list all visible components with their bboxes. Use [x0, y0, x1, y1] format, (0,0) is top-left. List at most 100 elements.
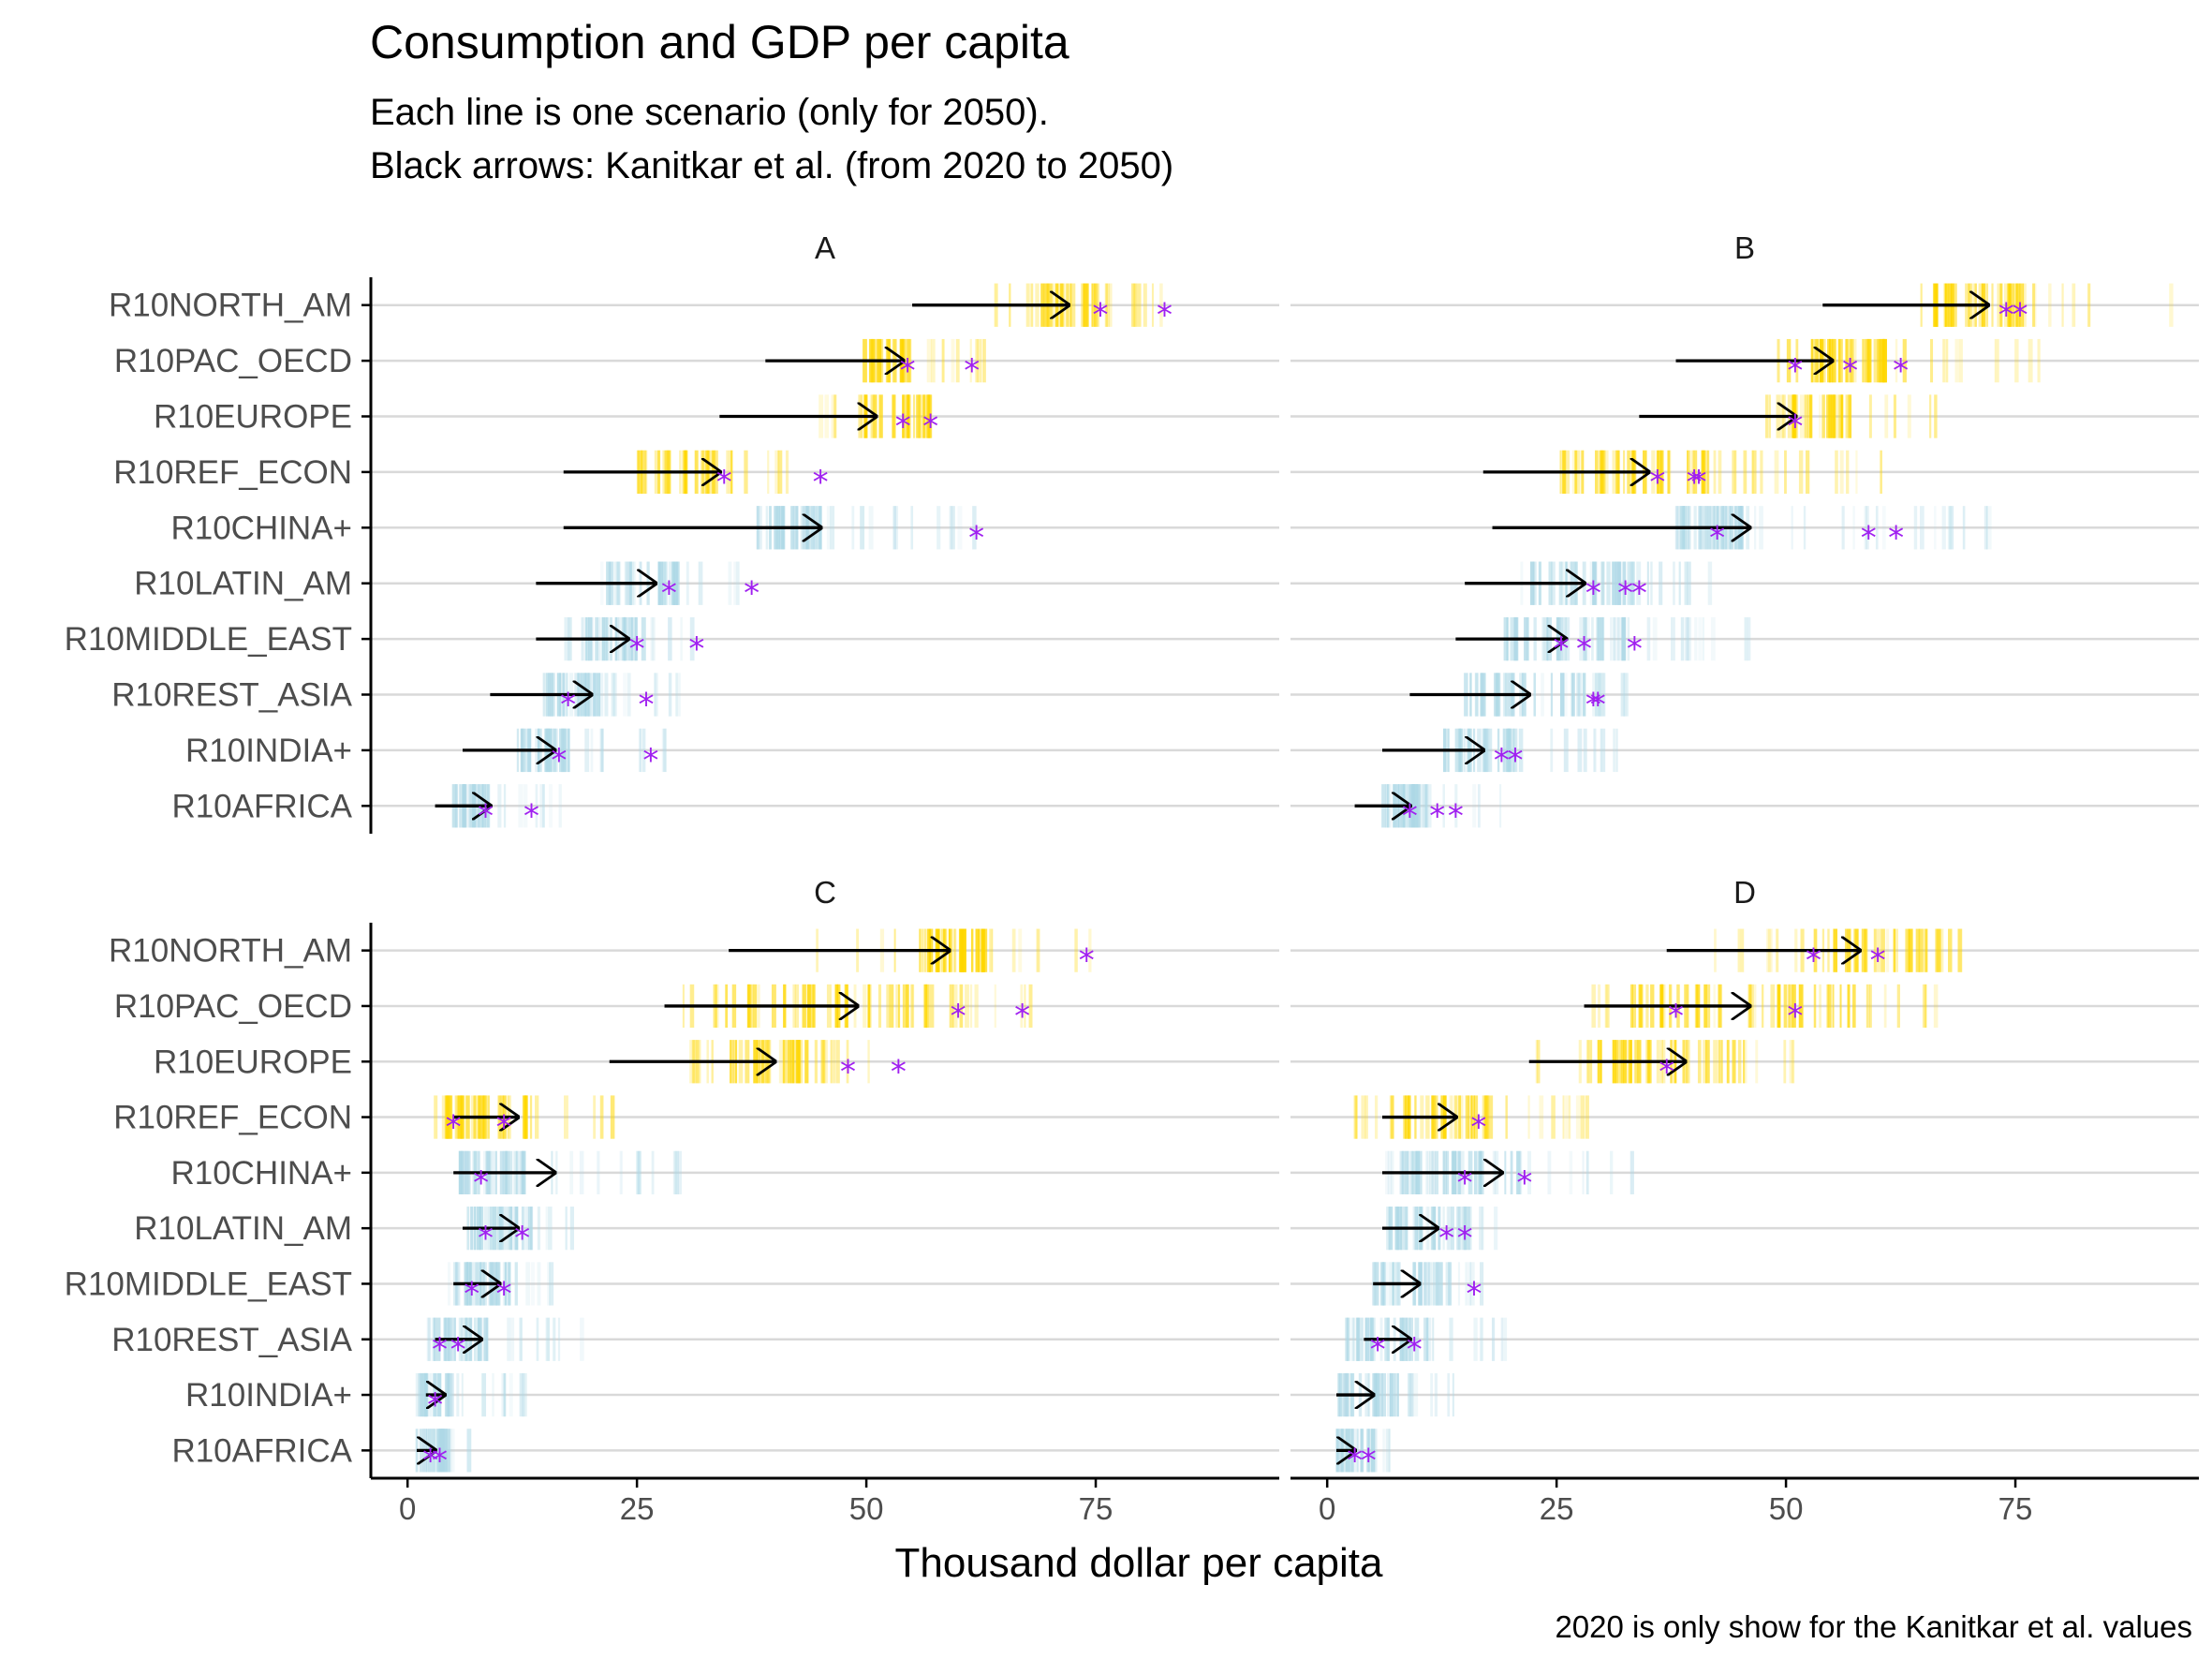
scenario-line [1388, 1429, 1392, 1473]
scenario-line [449, 1095, 452, 1139]
scenario-line [981, 338, 984, 383]
scenario-line [542, 784, 545, 828]
scenario-line [2169, 283, 2174, 327]
scenario-line [1698, 616, 1703, 661]
panel-A: A* ** ** ** *** ** ** ** ** *R10NORTH_AMR10PAC_OE… [65, 230, 1279, 835]
scenario-line [929, 984, 935, 1029]
scenario-line [547, 1262, 551, 1306]
scenario-line [982, 338, 986, 383]
scenario-line [1427, 784, 1432, 828]
scenario-line [1459, 1095, 1464, 1139]
scenario-line [1516, 1150, 1521, 1194]
scenario-line [905, 984, 909, 1029]
scenario-line [1579, 616, 1584, 661]
star-marker: * [1668, 998, 1684, 1035]
scenario-line [434, 1095, 438, 1139]
scenario-line [422, 1372, 427, 1417]
scenario-line [1751, 450, 1754, 495]
scenario-line [639, 1150, 641, 1194]
scenario-line [461, 1372, 464, 1417]
scenario-line [1986, 506, 1989, 550]
scenario-line [1600, 673, 1604, 717]
scenario-line [1623, 616, 1627, 661]
scenario-line [1616, 561, 1621, 605]
scenario-line [1620, 673, 1625, 717]
scenario-line [637, 1150, 641, 1194]
scenario-line [1868, 984, 1872, 1029]
scenario-line [418, 1372, 421, 1417]
scenario-line [568, 728, 570, 773]
scenario-line [2008, 283, 2011, 327]
scenario-line [1361, 1095, 1366, 1139]
scenario-line [1505, 728, 1509, 773]
scenario-line [1942, 338, 1945, 383]
scenario-line [1907, 394, 1911, 438]
star-marker: * [422, 1442, 438, 1479]
scenario-line [514, 1262, 518, 1306]
scenario-line [2008, 283, 2012, 327]
scenario-line [911, 984, 915, 1029]
scenario-line [1585, 1150, 1589, 1194]
scenario-line [1621, 616, 1626, 661]
scenario-line [663, 561, 668, 605]
star-marker: * [1361, 1442, 1377, 1479]
scenario-line [1865, 338, 1867, 383]
scenario-line [672, 1150, 677, 1194]
star-marker: * [688, 630, 704, 668]
scenario-line [981, 928, 986, 972]
star-marker: * [1508, 742, 1524, 779]
scenario-line [524, 1207, 530, 1251]
scenario-line [777, 450, 783, 495]
scenario-line [1370, 1429, 1373, 1473]
scenario-line [1036, 928, 1040, 972]
scenario-line [994, 984, 997, 1029]
scenario-line [1833, 394, 1836, 438]
scenario-line [1420, 784, 1424, 828]
scenario-line [663, 728, 667, 773]
scenario-line [1678, 561, 1681, 605]
scenario-line [661, 561, 667, 605]
scenario-line [432, 1317, 436, 1361]
scenario-line [676, 673, 681, 717]
scenario-line [1783, 984, 1787, 1029]
scenario-line [867, 1040, 870, 1084]
scenario-line [902, 394, 906, 438]
scenario-line [1617, 561, 1621, 605]
scenario-line [1510, 1150, 1513, 1194]
scenario-line [1473, 1317, 1478, 1361]
scenario-line [730, 450, 733, 495]
scenario-line [1599, 673, 1602, 717]
scenario-line [1880, 928, 1885, 972]
star-marker: * [840, 1053, 856, 1090]
scenario-line [698, 561, 703, 605]
scenario-line [1706, 450, 1710, 495]
scenario-line [1921, 928, 1924, 972]
scenario-line [503, 1372, 506, 1417]
scenario-line [902, 984, 906, 1029]
scenario-line [610, 1095, 615, 1139]
star-marker: * [1787, 408, 1803, 446]
scenario-line [1583, 616, 1587, 661]
scenario-line [569, 1207, 574, 1251]
scenario-line [1865, 338, 1870, 383]
scenario-line [2003, 283, 2007, 327]
scenario-line [539, 784, 544, 828]
scenario-line [597, 673, 601, 717]
star-marker: * [1787, 998, 1803, 1035]
scenario-line [1482, 1095, 1487, 1139]
star-marker: * [1014, 998, 1030, 1035]
scenario-line [1151, 283, 1154, 327]
scenario-line [1434, 1372, 1438, 1417]
scenario-line [830, 1040, 833, 1084]
scenario-line [1840, 394, 1844, 438]
scenario-line [783, 1040, 788, 1084]
scenario-line [1652, 616, 1658, 661]
y-tick-label: R10MIDDLE_EAST [65, 621, 352, 658]
star-marker: * [1590, 687, 1606, 724]
scenario-line [1373, 1372, 1379, 1417]
scenario-line [656, 673, 658, 717]
y-tick-label: R10EUROPE [154, 399, 352, 436]
scenario-line [1934, 394, 1938, 438]
scenario-line [1600, 561, 1605, 605]
